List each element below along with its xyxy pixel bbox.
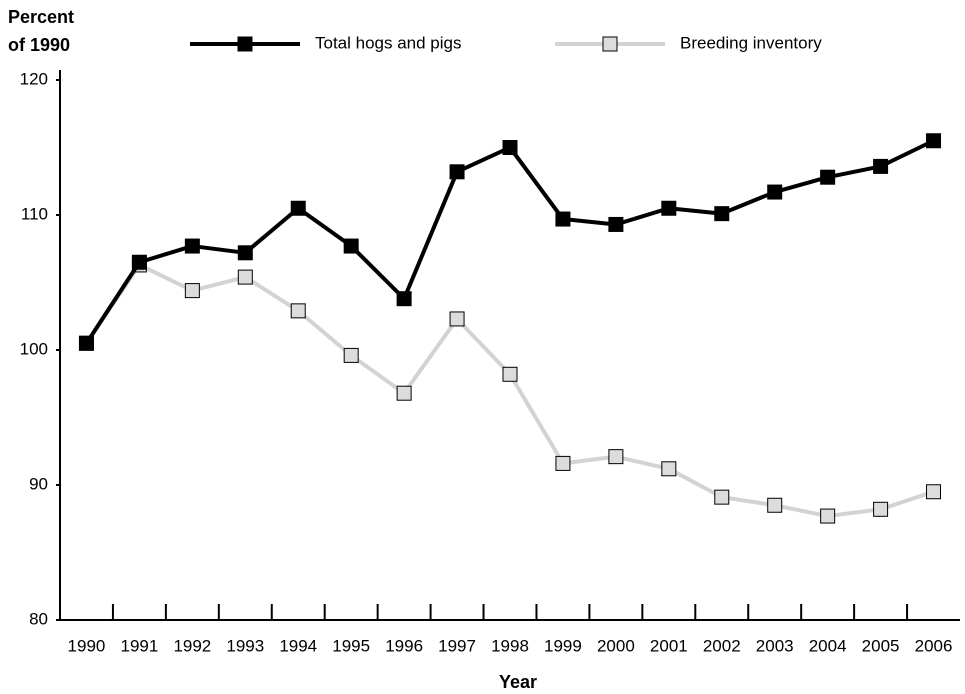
marker (343, 238, 359, 254)
legend-label: Total hogs and pigs (315, 33, 462, 52)
x-tick-label: 2006 (915, 636, 953, 655)
marker (290, 200, 306, 216)
marker (449, 311, 465, 327)
x-tick-label: 1998 (491, 636, 529, 655)
marker (926, 133, 942, 149)
legend-label: Breeding inventory (680, 33, 822, 52)
x-tick-label: 1995 (332, 636, 370, 655)
marker (343, 347, 359, 363)
x-tick-label: 1990 (68, 636, 106, 655)
x-tick-label: 1996 (385, 636, 423, 655)
x-tick-label: 2004 (809, 636, 847, 655)
marker (237, 269, 253, 285)
y-tick-label: 100 (20, 339, 48, 358)
x-tick-label: 2005 (862, 636, 900, 655)
marker (602, 36, 618, 52)
marker (767, 497, 783, 513)
marker (608, 216, 624, 232)
marker (714, 206, 730, 222)
x-axis-label: Year (499, 672, 537, 692)
marker (502, 140, 518, 155)
marker (661, 461, 677, 477)
y-tick-label: 110 (21, 204, 48, 223)
x-tick-label: 2000 (597, 636, 635, 655)
series-line (84, 262, 935, 519)
marker (873, 158, 889, 174)
marker (555, 455, 571, 471)
series-line (84, 138, 935, 345)
y-axis-label: of 1990 (8, 35, 70, 55)
marker (873, 501, 889, 517)
x-tick-label: 1993 (226, 636, 264, 655)
x-tick-label: 2001 (650, 636, 688, 655)
marker (184, 283, 200, 299)
marker (555, 211, 571, 227)
y-tick-label: 90 (29, 474, 48, 493)
y-axis-label: Percent (8, 7, 74, 27)
marker (714, 489, 730, 505)
x-tick-label: 1991 (120, 636, 158, 655)
marker (237, 36, 253, 52)
marker (237, 245, 253, 261)
marker (502, 366, 518, 382)
y-tick-label: 120 (20, 69, 48, 88)
marker (661, 200, 677, 216)
marker (184, 238, 200, 254)
marker (820, 508, 836, 524)
marker (396, 385, 412, 401)
y-tick-label: 80 (29, 609, 48, 628)
marker (820, 169, 836, 185)
marker (290, 303, 306, 319)
marker (78, 335, 94, 351)
x-tick-label: 1997 (438, 636, 476, 655)
marker (608, 449, 624, 465)
x-tick-label: 1992 (173, 636, 211, 655)
x-tick-label: 1994 (279, 636, 317, 655)
marker (131, 254, 147, 270)
x-tick-label: 2002 (703, 636, 741, 655)
marker (396, 291, 412, 307)
marker (767, 184, 783, 200)
marker (926, 484, 942, 500)
marker (449, 164, 465, 180)
x-tick-label: 2003 (756, 636, 794, 655)
x-tick-label: 1999 (544, 636, 582, 655)
